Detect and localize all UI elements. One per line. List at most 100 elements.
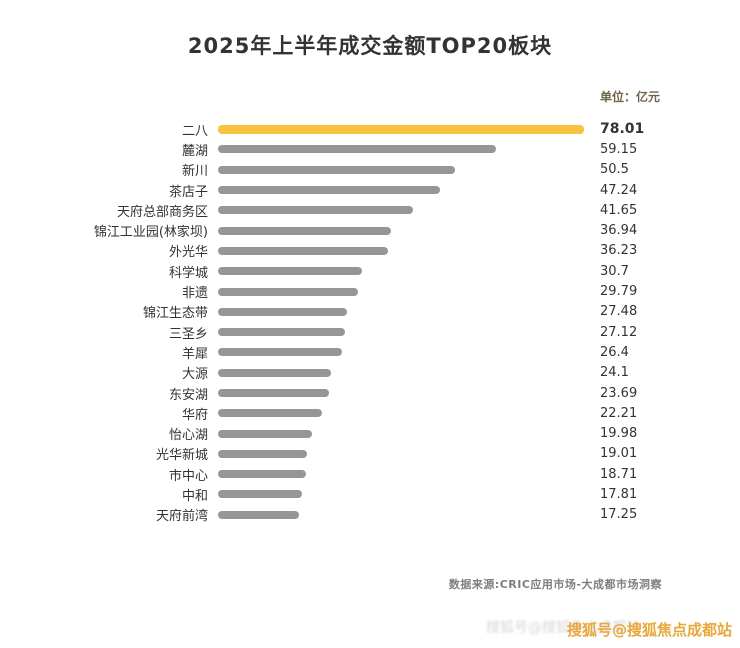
bar-value-label: 36.23: [600, 243, 638, 259]
bar-value-label: 59.15: [600, 141, 638, 157]
bar-row: 外光华 36.23: [0, 241, 740, 261]
bar: [218, 267, 363, 276]
bar-row: 东安湖 23.69: [0, 383, 740, 403]
bar: [218, 429, 312, 438]
bar: [218, 246, 388, 255]
bar-row: 羊犀 26.4: [0, 342, 740, 362]
bar-category-label: 锦江生态带: [142, 306, 208, 322]
bar-category-label: 外光华: [168, 245, 208, 261]
bar-track: [218, 145, 584, 154]
watermark: 搜狐号@搜狐焦点成都站: [566, 621, 732, 639]
bar-value-label: 29.79: [600, 284, 638, 300]
bar-track: [218, 449, 584, 458]
bar-value-label: 17.81: [600, 486, 638, 502]
bar-category-label: 华府: [181, 407, 208, 423]
bar-row: 光华新城 19.01: [0, 444, 740, 464]
bar-row: 锦江工业园(林家坝) 36.94: [0, 220, 740, 240]
bar-row: 市中心 18.71: [0, 464, 740, 484]
bar-row: 非遗 29.79: [0, 281, 740, 301]
bar-category-label: 光华新城: [155, 448, 208, 464]
bar: [218, 348, 342, 357]
bar: [218, 409, 323, 418]
bar-category-label: 茶店子: [168, 184, 208, 200]
bar-value-label: 19.01: [600, 446, 638, 462]
bar-track: [218, 186, 584, 195]
bar-category-label: 二八: [181, 123, 208, 139]
bar-rows: 二八 78.01 麓湖 59.15 新川 50.5 茶店子 47.24 天府总部商务区 41.65…: [0, 119, 740, 525]
bar-category-label: 东安湖: [168, 387, 208, 403]
watermark-shadow: 搜狐号@搜狐焦点成都站: [486, 620, 640, 636]
bar-value-label: 27.48: [600, 304, 638, 320]
bar-value-label: 26.4: [600, 344, 629, 360]
bar: [218, 449, 308, 458]
bar-row: 怡心湖 19.98: [0, 423, 740, 443]
bar: [218, 165, 455, 174]
bar-value-label: 27.12: [600, 324, 638, 340]
bar-value-label: 50.5: [600, 162, 629, 178]
bar-row: 华府 22.21: [0, 403, 740, 423]
bar: [218, 368, 332, 377]
bar-track: [218, 510, 584, 519]
bar-value-label: 17.25: [600, 507, 638, 523]
bar-value-label: 78.01: [600, 121, 645, 138]
bar: [218, 287, 358, 296]
bar: [218, 389, 330, 397]
bar-track: [218, 206, 584, 215]
bar-category-label: 麓湖: [181, 143, 208, 159]
bar-track: [218, 409, 584, 418]
bar-row: 锦江生态带 27.48: [0, 302, 740, 322]
bar-track: [218, 246, 584, 255]
bar-track: [218, 226, 584, 235]
bar-row: 二八 78.01: [0, 119, 740, 139]
bar-value-label: 18.71: [600, 466, 638, 482]
bar-row: 新川 50.5: [0, 160, 740, 180]
bar: [218, 206, 414, 215]
bar: [218, 490, 302, 499]
bar-value-label: 36.94: [600, 223, 638, 239]
bar-track: [218, 368, 584, 377]
bar-row: 三圣乡 27.12: [0, 322, 740, 342]
bar-category-label: 新川: [181, 164, 208, 180]
bar: [218, 226, 392, 235]
bar-track: [218, 124, 584, 134]
bar-track: [218, 307, 584, 316]
bar: [218, 328, 346, 337]
bar-category-label: 锦江工业园(林家坝): [93, 225, 208, 241]
bar-track: [218, 470, 584, 479]
bar-row: 大源 24.1: [0, 363, 740, 383]
bar-track: [218, 389, 584, 397]
bar-category-label: 天府总部商务区: [116, 204, 208, 220]
bar-category-label: 怡心湖: [168, 428, 208, 444]
bar-value-label: 23.69: [600, 385, 638, 401]
bar: [218, 186, 440, 195]
bar: [218, 145, 496, 154]
bar-row: 麓湖 59.15: [0, 139, 740, 159]
bar-track: [218, 267, 584, 276]
bar-category-label: 中和: [181, 488, 208, 504]
bar-category-label: 非遗: [181, 286, 208, 302]
bar-track: [218, 287, 584, 296]
bar: [218, 307, 347, 316]
bar-category-label: 市中心: [168, 468, 208, 484]
bar-value-label: 47.24: [600, 182, 638, 198]
bar: [218, 124, 584, 134]
data-source-note: 数据来源:CRIC应用市场-大成都市场洞察: [448, 578, 662, 591]
bar-category-label: 大源: [181, 367, 208, 383]
bar-track: [218, 328, 584, 337]
bar-row: 科学城 30.7: [0, 261, 740, 281]
bar-row: 中和 17.81: [0, 484, 740, 504]
bar-row: 天府总部商务区 41.65: [0, 200, 740, 220]
unit-label: 单位：亿元: [599, 90, 660, 104]
bar-category-label: 天府前湾: [155, 509, 208, 525]
chart-title: 2025年上半年成交金额TOP20板块: [187, 34, 553, 58]
bar: [218, 510, 299, 519]
bar-value-label: 24.1: [600, 365, 629, 381]
bar-track: [218, 348, 584, 357]
bar-track: [218, 165, 584, 174]
bar-track: [218, 429, 584, 438]
bar-category-label: 三圣乡: [168, 326, 208, 342]
bar-row: 茶店子 47.24: [0, 180, 740, 200]
bar-value-label: 41.65: [600, 202, 638, 218]
bar-category-label: 羊犀: [181, 346, 208, 362]
bar-value-label: 30.7: [600, 263, 629, 279]
